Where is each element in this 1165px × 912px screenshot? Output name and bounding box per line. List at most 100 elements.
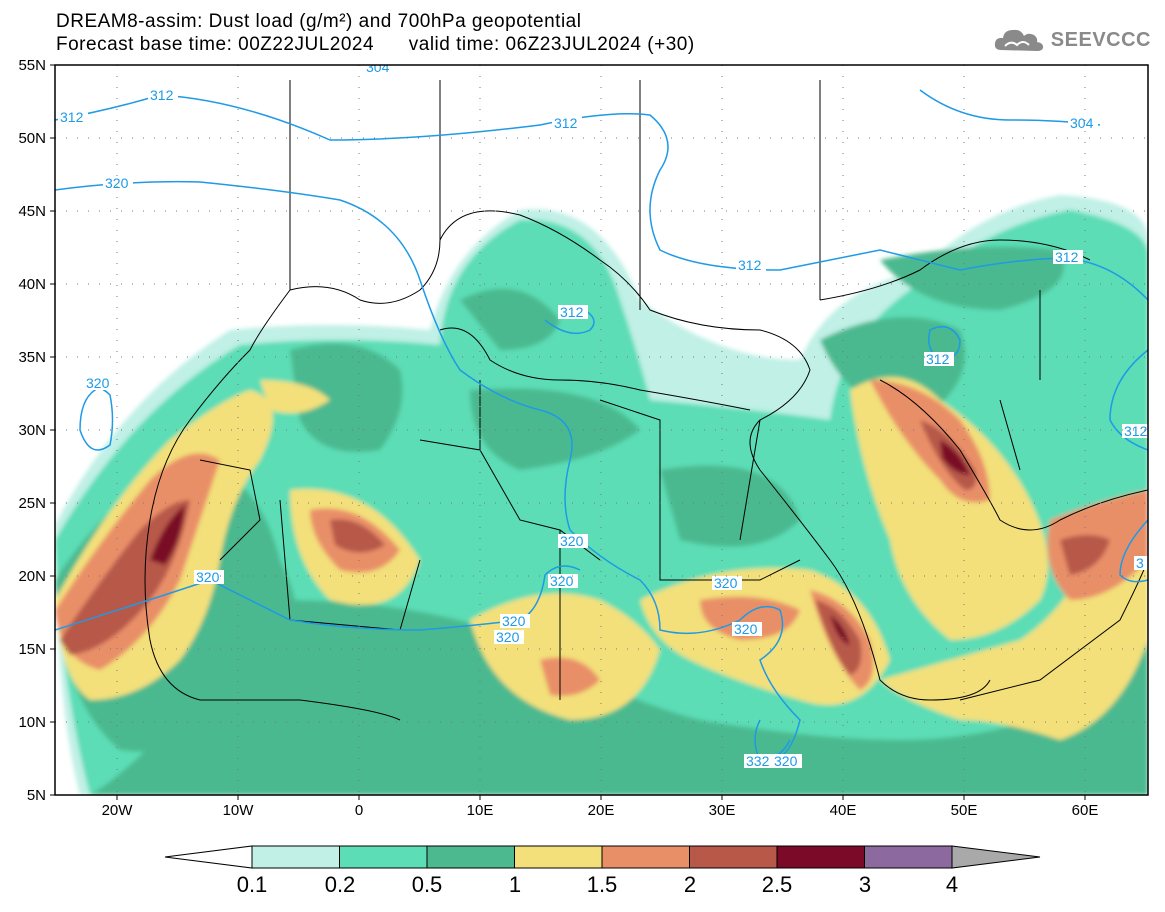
geopotential-contours <box>55 89 1148 761</box>
base-time: Forecast base time: 00Z22JUL2024 <box>56 34 375 55</box>
colorbar-swatch <box>776 845 865 869</box>
svg-text:320: 320 <box>105 175 129 191</box>
colorbar-swatches <box>251 845 953 869</box>
svg-text:320: 320 <box>774 753 798 769</box>
svg-text:312: 312 <box>926 351 950 367</box>
colorbar-label: 3 <box>859 872 871 897</box>
lat-label: 25N <box>18 495 46 512</box>
lat-label: 50N <box>18 130 46 147</box>
contour-label: 304 <box>364 59 392 75</box>
svg-text:312: 312 <box>554 115 578 131</box>
colorbar-label: 2.5 <box>762 872 793 897</box>
contour-label: 312 <box>58 109 88 125</box>
dust-field: 304 312 312 312 312 312 312 320 320 320 … <box>55 59 1148 795</box>
colorbar-swatch <box>864 845 953 869</box>
svg-text:320: 320 <box>502 613 526 629</box>
contour-labels: 304 312 312 312 312 312 312 320 320 320 … <box>58 59 1148 769</box>
contour-label: 312 <box>558 304 588 320</box>
contour-label: 320 <box>103 175 133 191</box>
colorbar-label: 0.1 <box>237 872 268 897</box>
contour-label: 312 <box>736 257 766 273</box>
contour-label: 320 <box>712 575 742 591</box>
contour-label: 320 <box>194 569 224 585</box>
contour-label: 320 <box>772 753 802 769</box>
colorbar-label: 2 <box>684 872 696 897</box>
contour-label: 332 <box>744 753 774 769</box>
svg-text:320: 320 <box>550 573 574 589</box>
contour-label: 320 <box>548 573 578 589</box>
lon-label: 10W <box>223 802 255 819</box>
lat-label: 45N <box>18 203 46 220</box>
valid-time: valid time: 06Z23JUL2024 (+30) <box>408 34 695 55</box>
lat-label: 5N <box>27 787 46 804</box>
map-header: DREAM8-assim: Dust load (g/m²) and 700hP… <box>56 10 695 56</box>
longitude-labels: 20W 10W 0 10E 20E 30E 40E 50E 60E <box>102 802 1099 819</box>
axis-ticks <box>50 64 1086 800</box>
contour-label: 312 <box>1053 249 1083 265</box>
colorbar-swatch <box>601 845 690 869</box>
lon-label: 50E <box>951 802 978 819</box>
colorbar-swatch <box>689 845 778 869</box>
svg-text:320: 320 <box>86 375 110 391</box>
lon-label: 30E <box>709 802 736 819</box>
colorbar-label: 0.5 <box>412 872 443 897</box>
svg-text:312: 312 <box>1124 423 1148 439</box>
svg-text:3: 3 <box>1136 555 1144 571</box>
lat-label: 15N <box>18 641 46 658</box>
cloud-icon <box>994 29 1043 51</box>
colorbar-swatch <box>339 845 428 869</box>
lon-label: 20W <box>102 802 134 819</box>
svg-text:320: 320 <box>560 533 584 549</box>
svg-text:320: 320 <box>714 575 738 591</box>
grid <box>55 65 1148 795</box>
svg-text:312: 312 <box>60 109 84 125</box>
colorbar: 0.1 0.2 0.5 1 1.5 2 2.5 3 4 <box>164 845 1041 897</box>
contour-label: 320 <box>500 613 530 629</box>
lon-label: 10E <box>467 802 494 819</box>
contour-label: 312 <box>924 351 954 367</box>
title-line2: Forecast base time: 00Z22JUL2024 valid t… <box>56 33 695 56</box>
title-line1: DREAM8-assim: Dust load (g/m²) and 700hP… <box>56 11 582 32</box>
seevccc-logo: SEEVCCC <box>993 26 1151 54</box>
lon-label: 0 <box>355 802 363 819</box>
lat-label: 55N <box>18 57 46 74</box>
svg-text:312: 312 <box>1055 249 1079 265</box>
colorbar-label: 0.2 <box>325 872 356 897</box>
lon-label: 20E <box>588 802 615 819</box>
lon-label: 40E <box>830 802 857 819</box>
colorbar-swatch <box>251 845 340 869</box>
lat-label: 40N <box>18 276 46 293</box>
svg-text:304: 304 <box>366 59 390 75</box>
colorbar-swatch <box>426 845 515 869</box>
contour-label: 320 <box>84 375 114 391</box>
svg-text:312: 312 <box>560 304 584 320</box>
colorbar-label: 4 <box>946 872 958 897</box>
svg-text:320: 320 <box>734 621 758 637</box>
svg-text:304: 304 <box>1070 115 1094 131</box>
contour-label: 312 <box>148 87 178 103</box>
lon-label: 60E <box>1072 802 1099 819</box>
colorbar-high-arrow <box>951 845 1041 869</box>
lat-label: 20N <box>18 568 46 585</box>
svg-text:320: 320 <box>496 629 520 645</box>
lat-label: 30N <box>18 422 46 439</box>
lat-label: 10N <box>18 714 46 731</box>
colorbar-swatch <box>514 845 603 869</box>
svg-text:320: 320 <box>196 569 220 585</box>
colorbar-label: 1 <box>509 872 521 897</box>
contour-label: 320 <box>558 533 588 549</box>
contour-label: 320 <box>732 621 762 637</box>
contour-label: 3 <box>1134 555 1148 571</box>
contour-label: 312 <box>552 115 582 131</box>
coastlines <box>144 80 1148 721</box>
svg-text:312: 312 <box>150 87 174 103</box>
contour-label: 312 <box>1122 423 1148 439</box>
colorbar-low-arrow <box>164 845 253 869</box>
colorbar-labels: 0.1 0.2 0.5 1 1.5 2 2.5 3 4 <box>237 872 958 897</box>
logo-text: SEEVCCC <box>1050 28 1151 51</box>
contour-label: 304 <box>1068 115 1098 131</box>
colorbar-label: 1.5 <box>587 872 618 897</box>
latitude-labels: 55N 50N 45N 40N 35N 30N 25N 20N 15N 10N … <box>18 57 46 804</box>
